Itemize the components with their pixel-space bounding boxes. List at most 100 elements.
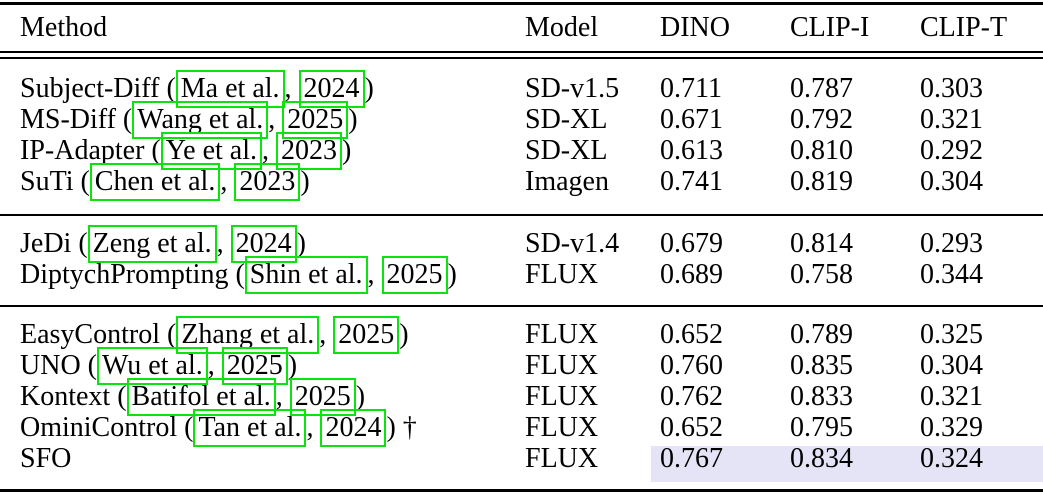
table-row: OminiControl (Tan et al., 2024) † FLUX 0.6… bbox=[0, 409, 1043, 447]
method-cell: UNO (Wu et al., 2025) bbox=[0, 347, 525, 385]
citation-link[interactable]: Wu et al. bbox=[97, 347, 208, 385]
method-text: ) bbox=[287, 350, 298, 381]
clip-i-value: 0.814 bbox=[790, 228, 853, 259]
clip-t-value: 0.303 bbox=[920, 73, 983, 104]
citation-link[interactable]: 2025 bbox=[381, 256, 448, 294]
method-cell: Subject-Diff (Ma et al., 2024) bbox=[0, 70, 525, 108]
table-row: EasyControl (Zhang et al., 2025) FLUX 0.65… bbox=[0, 316, 1043, 354]
model-cell: SD-v1.5 bbox=[525, 73, 620, 104]
citation-link[interactable]: 2025 bbox=[289, 378, 356, 416]
clip-t-value: 0.293 bbox=[920, 228, 983, 259]
citation-link[interactable]: Ma et al. bbox=[175, 70, 285, 108]
method-text: SFO bbox=[20, 443, 72, 474]
model-cell: SD-XL bbox=[525, 104, 608, 135]
method-text: ) bbox=[348, 104, 358, 135]
citation-link[interactable]: 2024 bbox=[320, 409, 387, 447]
method-text: ) bbox=[447, 259, 457, 290]
citation-link[interactable]: 2025 bbox=[282, 101, 349, 139]
method-cell: SuTi (Chen et al., 2023) bbox=[0, 163, 525, 201]
clip-i-value: 0.819 bbox=[790, 166, 853, 197]
method-text: EasyControl ( bbox=[20, 319, 177, 350]
dino-value: 0.711 bbox=[660, 73, 722, 104]
table-row: SuTi (Chen et al., 2023) Imagen 0.741 0.819… bbox=[0, 163, 1043, 201]
top-rule bbox=[0, 2, 1043, 5]
table-row: Kontext (Batifol et al., 2025) FLUX 0.762 0… bbox=[0, 378, 1043, 416]
column-header-method: Method bbox=[20, 12, 108, 43]
row-group: JeDi (Zeng et al., 2024) SD-v1.4 0.679 0.81… bbox=[0, 216, 1043, 305]
method-text: , bbox=[268, 104, 283, 135]
citation-link[interactable]: Ye et al. bbox=[160, 132, 262, 170]
best-result-highlight bbox=[651, 446, 1043, 482]
dino-value: 0.679 bbox=[660, 228, 723, 259]
method-text: , bbox=[275, 381, 290, 412]
row-group: Subject-Diff (Ma et al., 2024) SD-v1.5 0.7… bbox=[0, 59, 1043, 214]
table-row: JeDi (Zeng et al., 2024) SD-v1.4 0.679 0.81… bbox=[0, 225, 1043, 263]
citation-link[interactable]: 2025 bbox=[333, 316, 400, 354]
dino-value: 0.671 bbox=[660, 104, 723, 135]
citation-link[interactable]: 2023 bbox=[234, 163, 301, 201]
bottom-rule bbox=[0, 489, 1043, 492]
model-cell: SD-v1.4 bbox=[525, 228, 620, 259]
citation-link[interactable]: 2025 bbox=[221, 347, 288, 385]
model-cell: SD-XL bbox=[525, 135, 608, 166]
method-text: OminiControl ( bbox=[20, 412, 194, 443]
clip-i-value: 0.792 bbox=[790, 104, 853, 135]
method-text: MS-Diff ( bbox=[20, 104, 133, 135]
method-text: , bbox=[306, 412, 321, 443]
method-text: ) bbox=[399, 319, 409, 350]
clip-i-value: 0.810 bbox=[790, 135, 853, 166]
method-text: , bbox=[216, 228, 231, 259]
clip-t-value: 0.304 bbox=[920, 166, 983, 197]
method-text: DiptychPrompting ( bbox=[20, 259, 245, 290]
table-row: MS-Diff (Wang et al., 2025) SD-XL 0.671 0.7… bbox=[0, 101, 1043, 139]
method-text: , bbox=[220, 166, 235, 197]
method-text: , bbox=[367, 259, 382, 290]
column-header-clip-t: CLIP-T bbox=[920, 12, 1008, 43]
method-text: ) bbox=[300, 166, 310, 197]
method-text: UNO ( bbox=[20, 350, 97, 381]
method-text: SuTi ( bbox=[20, 166, 90, 197]
method-cell: EasyControl (Zhang et al., 2025) bbox=[0, 316, 525, 354]
method-text: Kontext ( bbox=[20, 381, 127, 412]
dino-value: 0.652 bbox=[660, 319, 723, 350]
column-header-clip-i: CLIP-I bbox=[790, 12, 870, 43]
dino-value: 0.762 bbox=[660, 381, 723, 412]
method-text: , bbox=[207, 350, 222, 381]
header-double-rule bbox=[0, 51, 1043, 59]
clip-t-value: 0.321 bbox=[920, 381, 983, 412]
method-cell: OminiControl (Tan et al., 2024) † bbox=[0, 409, 525, 447]
citation-link[interactable]: Batifol et al. bbox=[126, 378, 276, 416]
citation-link[interactable]: 2024 bbox=[230, 225, 297, 263]
method-text: , bbox=[319, 319, 334, 350]
model-cell: FLUX bbox=[525, 412, 599, 443]
model-cell: FLUX bbox=[525, 381, 599, 412]
citation-link[interactable]: Shin et al. bbox=[244, 256, 368, 294]
citation-link[interactable]: Zhang et al. bbox=[176, 316, 320, 354]
method-text: JeDi ( bbox=[20, 228, 88, 259]
column-header-model: Model bbox=[525, 12, 599, 43]
citation-link[interactable]: Wang et al. bbox=[132, 101, 269, 139]
method-text: ) bbox=[342, 135, 352, 166]
clip-i-value: 0.795 bbox=[790, 412, 853, 443]
table-body: Subject-Diff (Ma et al., 2024) SD-v1.5 0.7… bbox=[0, 59, 1043, 489]
dino-value: 0.741 bbox=[660, 166, 723, 197]
citation-link[interactable]: Chen et al. bbox=[89, 163, 221, 201]
method-text: , bbox=[262, 135, 276, 166]
clip-t-value: 0.329 bbox=[920, 412, 983, 443]
clip-i-value: 0.758 bbox=[790, 259, 853, 290]
table-row: SFO FLUX 0.767 0.834 0.324 bbox=[0, 443, 1043, 482]
clip-t-value: 0.321 bbox=[920, 104, 983, 135]
dino-value: 0.689 bbox=[660, 259, 723, 290]
clip-i-value: 0.787 bbox=[790, 73, 853, 104]
method-cell: DiptychPrompting (Shin et al., 2025) bbox=[0, 256, 525, 294]
citation-link[interactable]: Zeng et al. bbox=[87, 225, 217, 263]
citation-link[interactable]: Tan et al. bbox=[193, 409, 307, 447]
method-text: ) bbox=[355, 381, 366, 412]
model-cell: FLUX bbox=[525, 259, 599, 290]
clip-t-value: 0.344 bbox=[920, 259, 983, 290]
clip-i-value: 0.835 bbox=[790, 350, 853, 381]
method-text: IP-Adapter ( bbox=[20, 135, 161, 166]
citation-link[interactable]: 2024 bbox=[298, 70, 365, 108]
citation-link[interactable]: 2023 bbox=[276, 132, 342, 170]
